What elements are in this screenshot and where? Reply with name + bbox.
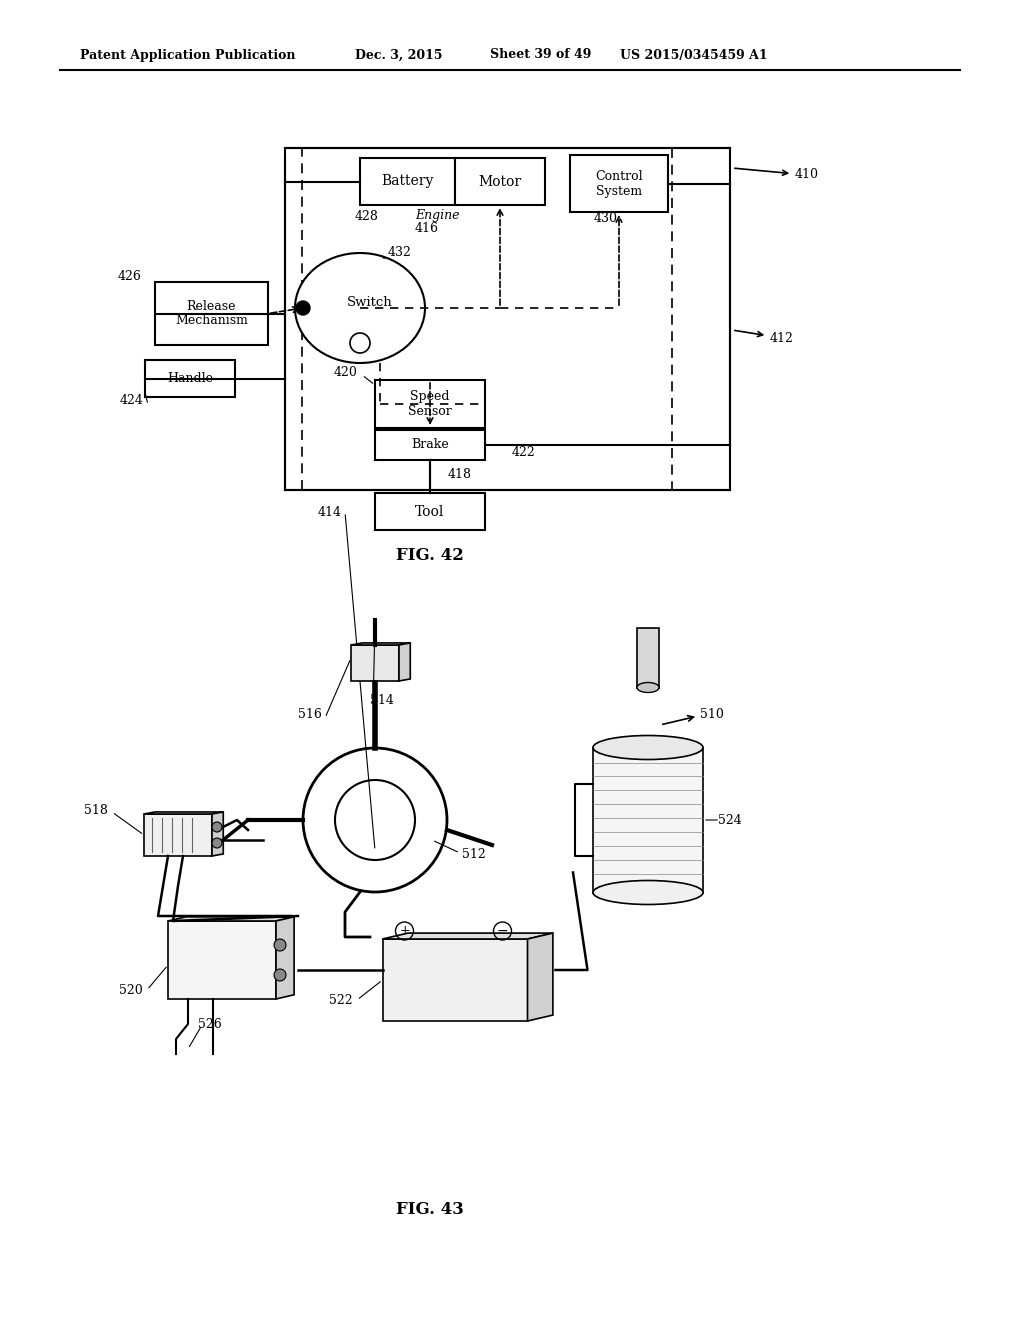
Polygon shape	[144, 812, 223, 814]
Ellipse shape	[637, 682, 659, 693]
FancyBboxPatch shape	[637, 627, 659, 688]
Text: 510: 510	[700, 709, 724, 722]
Text: 416: 416	[415, 222, 439, 235]
Circle shape	[274, 969, 286, 981]
Text: Switch: Switch	[347, 297, 393, 309]
Circle shape	[296, 301, 310, 315]
Text: 410: 410	[735, 168, 819, 181]
Text: 418: 418	[449, 469, 472, 482]
Polygon shape	[276, 917, 294, 999]
FancyBboxPatch shape	[155, 282, 268, 345]
Text: 514: 514	[370, 693, 394, 706]
Text: 522: 522	[330, 994, 353, 1006]
Text: Dec. 3, 2015: Dec. 3, 2015	[355, 49, 442, 62]
Text: 428: 428	[355, 210, 379, 223]
Text: 424: 424	[120, 393, 144, 407]
Text: Engine: Engine	[415, 209, 460, 222]
Text: 526: 526	[198, 1019, 222, 1031]
FancyBboxPatch shape	[455, 158, 545, 205]
Text: 432: 432	[388, 246, 412, 259]
Polygon shape	[399, 643, 411, 681]
Polygon shape	[383, 933, 553, 939]
Polygon shape	[351, 643, 411, 645]
Text: 412: 412	[735, 330, 794, 345]
Text: +: +	[399, 924, 410, 937]
Text: FIG. 42: FIG. 42	[396, 546, 464, 564]
Text: Motor: Motor	[478, 174, 521, 189]
FancyBboxPatch shape	[144, 814, 212, 855]
Polygon shape	[527, 933, 553, 1020]
FancyBboxPatch shape	[593, 747, 703, 892]
Text: 516: 516	[298, 709, 322, 722]
Text: 420: 420	[334, 366, 358, 379]
FancyBboxPatch shape	[375, 492, 485, 531]
Polygon shape	[212, 812, 223, 855]
FancyBboxPatch shape	[570, 154, 668, 213]
Text: 512: 512	[462, 849, 485, 862]
Text: 524: 524	[718, 813, 741, 826]
FancyBboxPatch shape	[351, 645, 399, 681]
FancyBboxPatch shape	[145, 360, 234, 397]
Polygon shape	[168, 917, 294, 921]
Text: 520: 520	[119, 983, 143, 997]
FancyBboxPatch shape	[168, 921, 276, 999]
Text: 414: 414	[318, 506, 342, 519]
Text: US 2015/0345459 A1: US 2015/0345459 A1	[620, 49, 768, 62]
Text: 518: 518	[84, 804, 108, 817]
Text: Brake: Brake	[411, 438, 449, 451]
FancyBboxPatch shape	[375, 430, 485, 459]
Text: Handle: Handle	[167, 372, 213, 385]
Text: Patent Application Publication: Patent Application Publication	[80, 49, 296, 62]
Text: Tool: Tool	[416, 504, 444, 519]
Text: Battery: Battery	[381, 174, 434, 189]
Text: FIG. 43: FIG. 43	[396, 1201, 464, 1218]
Text: Control
System: Control System	[595, 169, 643, 198]
Ellipse shape	[593, 735, 703, 759]
Text: Release
Mechanism: Release Mechanism	[175, 300, 248, 327]
Ellipse shape	[295, 253, 425, 363]
Text: Sheet 39 of 49: Sheet 39 of 49	[490, 49, 592, 62]
FancyBboxPatch shape	[360, 158, 455, 205]
Circle shape	[212, 822, 222, 832]
Text: 426: 426	[118, 271, 142, 284]
Text: 422: 422	[512, 446, 536, 458]
FancyBboxPatch shape	[383, 939, 527, 1020]
Circle shape	[212, 838, 222, 847]
Text: −: −	[497, 924, 508, 939]
Text: 430: 430	[594, 211, 618, 224]
Text: Speed
Sensor: Speed Sensor	[409, 389, 452, 418]
Circle shape	[274, 939, 286, 950]
FancyBboxPatch shape	[375, 380, 485, 428]
Ellipse shape	[593, 880, 703, 904]
